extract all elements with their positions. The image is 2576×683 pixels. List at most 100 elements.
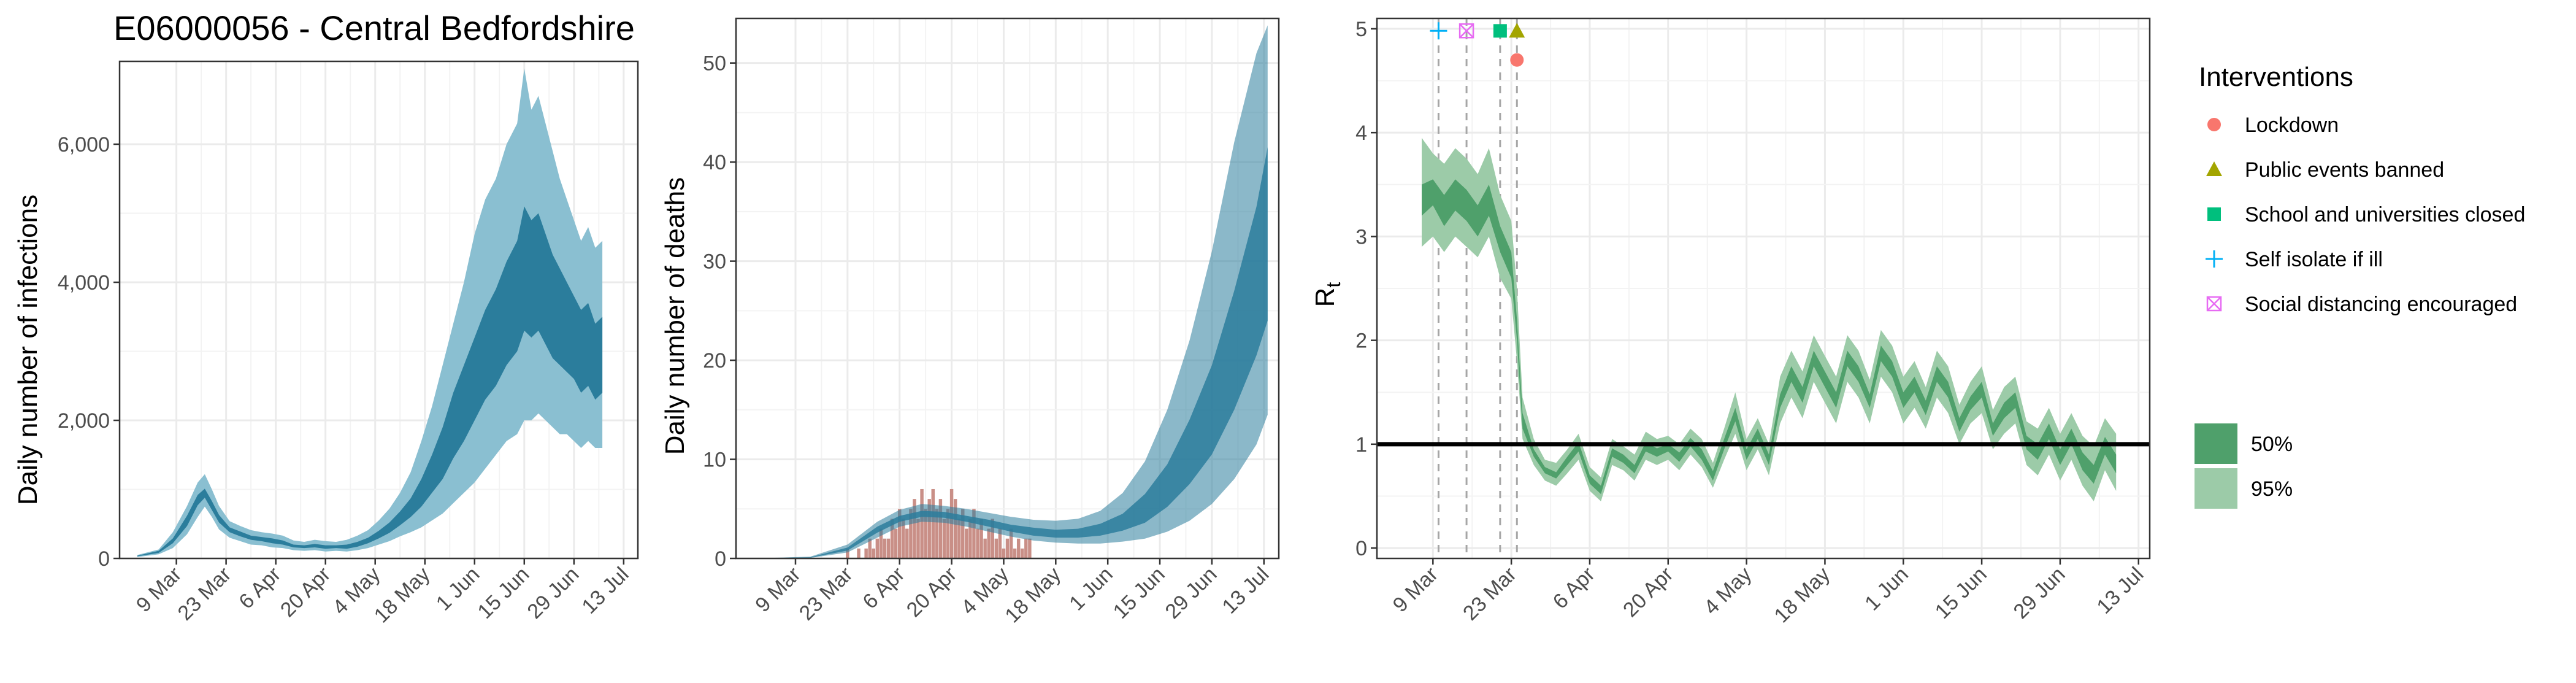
deaths-y-tick-label: 40 — [703, 151, 726, 174]
infections-y-tick-label: 6,000 — [58, 133, 110, 156]
deaths-bar — [942, 519, 946, 558]
deaths-x-tick-label: 20 Apr — [902, 563, 961, 622]
rt-y-label-main: R — [1310, 288, 1340, 307]
deaths-y-tick-label: 0 — [715, 547, 726, 571]
deaths-bar — [913, 499, 916, 558]
deaths-bar — [924, 509, 927, 558]
legend-item-label: Public events banned — [2245, 158, 2444, 182]
intervention-marker-boxx — [1459, 23, 1474, 39]
deaths-bar — [909, 509, 913, 558]
deaths-bar — [998, 528, 1002, 558]
rt-x-tick-label: 13 Jul — [2092, 563, 2148, 619]
rt-y-tick-label: 0 — [1355, 537, 1367, 560]
legend-marker-triangle — [2206, 161, 2222, 176]
deaths-bar — [1009, 528, 1013, 558]
legend-ci-swatch — [2195, 423, 2237, 464]
deaths-bar — [983, 538, 987, 558]
infections-y-tick-label: 2,000 — [58, 409, 110, 433]
deaths-bar — [961, 509, 965, 558]
deaths-bar — [875, 538, 880, 558]
deaths-bar — [1024, 538, 1028, 558]
deaths-bar — [890, 519, 894, 558]
deaths-bar — [991, 519, 994, 558]
intervention-marker-square — [1493, 24, 1507, 38]
infections-ci95-band — [137, 68, 603, 557]
infections-y-label: Daily number of infections — [13, 195, 43, 505]
infections-x-tick-label: 29 Jun — [523, 563, 583, 623]
deaths-bar — [1005, 538, 1010, 558]
rt-x-tick-label: 29 Jun — [2009, 563, 2070, 623]
deaths-x-tick-label: 18 May — [1000, 563, 1065, 628]
deaths-y-tick-label: 20 — [703, 349, 726, 372]
infections-x-tick-label: 23 Mar — [174, 563, 236, 625]
legend-item-label: Social distancing encouraged — [2245, 293, 2517, 316]
deaths-bar — [979, 519, 983, 558]
infections-ci50-band — [137, 206, 603, 557]
infections-x-tick-label: 13 Jul — [577, 563, 633, 619]
deaths-bar — [976, 528, 979, 558]
deaths-bar — [1013, 548, 1017, 558]
deaths-bar — [1016, 538, 1021, 558]
legend-ci-swatch — [2195, 468, 2237, 509]
deaths-bar — [931, 488, 935, 558]
legend-marker-plus — [2206, 250, 2223, 268]
deaths-bar — [935, 509, 939, 558]
deaths-panel-border — [735, 17, 1280, 560]
figure-title: E06000056 - Central Bedfordshire — [113, 9, 635, 47]
deaths-bar — [965, 528, 968, 558]
deaths-bar — [968, 519, 972, 558]
deaths-bar — [905, 528, 909, 558]
deaths-bar — [916, 519, 920, 558]
deaths-bar — [953, 499, 957, 558]
legend-ci-label: 50% — [2251, 433, 2293, 456]
deaths-x-tick-label: 23 Mar — [795, 563, 857, 625]
deaths-bar — [987, 528, 991, 558]
deaths-bar — [1021, 548, 1024, 558]
rt-y-tick-label: 1 — [1355, 433, 1367, 457]
rt-x-tick-label: 18 May — [1769, 563, 1834, 628]
infections-panel: Daily number of infections 0 2,000 4,000 6,… — [13, 60, 639, 627]
deaths-bar — [897, 509, 902, 558]
deaths-bar — [902, 519, 905, 558]
rt-panel: Rt 0 1 2 3 4 5 9 Mar 23 Mar 6 Apr 20 Apr 4 May 18 M… — [1310, 17, 2151, 628]
rt-y-label: Rt — [1310, 282, 1344, 307]
deaths-bar — [879, 528, 883, 558]
deaths-x-tick-label: 6 Apr — [858, 563, 909, 614]
infections-panel-border — [118, 60, 639, 560]
deaths-bar — [927, 499, 931, 558]
legend-title: Interventions — [2199, 62, 2353, 92]
deaths-y-tick-label: 50 — [703, 52, 726, 75]
deaths-bar — [872, 548, 876, 558]
intervention-marker-plus — [1430, 22, 1447, 40]
deaths-bar — [938, 499, 943, 558]
deaths-x-tick-label: 15 Jun — [1109, 563, 1170, 623]
deaths-bar — [1002, 548, 1006, 558]
legend: Interventions Lockdown Public events bann… — [2195, 62, 2525, 509]
rt-x-tick-label: 15 Jun — [1931, 563, 1991, 623]
legend-ci-label: 95% — [2251, 477, 2293, 501]
deaths-bar — [946, 509, 950, 558]
rt-ci95-band — [1422, 137, 2117, 501]
rt-x-tick-label: 20 Apr — [1619, 563, 1677, 622]
rt-panel-border — [1376, 17, 2151, 560]
deaths-bar — [972, 509, 976, 558]
legend-marker-boxx — [2206, 296, 2222, 312]
deaths-x-tick-label: 29 Jun — [1160, 563, 1221, 623]
deaths-y-label: Daily number of deaths — [660, 177, 690, 455]
deaths-bar — [868, 538, 872, 558]
legend-item-label: Self isolate if ill — [2245, 248, 2383, 271]
rt-y-label-subscript: t — [1322, 282, 1344, 288]
infections-y-tick-label: 0 — [98, 547, 110, 571]
rt-ci50-band — [1422, 179, 2117, 495]
legend-marker-circle — [2207, 118, 2221, 131]
infections-y-tick-label: 4,000 — [58, 271, 110, 295]
intervention-marker-circle — [1510, 53, 1524, 67]
rt-y-tick-label: 4 — [1355, 122, 1367, 145]
infections-x-tick-label: 20 Apr — [276, 563, 335, 622]
deaths-bar — [1028, 538, 1032, 558]
deaths-bar — [857, 548, 861, 558]
rt-y-tick-label: 2 — [1355, 330, 1367, 353]
deaths-bar — [846, 548, 849, 558]
rt-y-tick-label: 3 — [1355, 225, 1367, 249]
